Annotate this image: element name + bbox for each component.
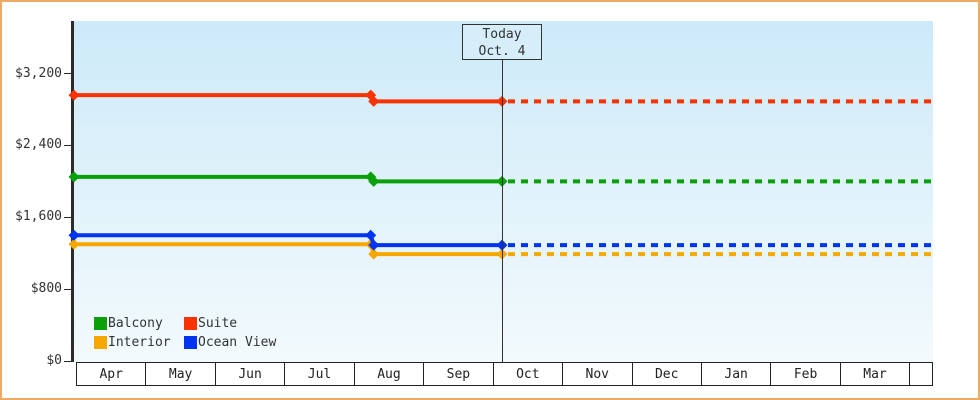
month-cell-filler [910, 363, 932, 385]
legend-label: Balcony [108, 315, 163, 331]
legend-label: Ocean View [198, 334, 277, 350]
data-point-marker [368, 248, 380, 260]
y-axis-tick [64, 288, 71, 290]
data-point-marker [365, 229, 377, 241]
month-cell-jun: Jun [215, 363, 286, 385]
data-point-marker [368, 175, 380, 187]
series-line [74, 174, 502, 184]
plot-area [74, 21, 933, 362]
month-cell-jan: Jan [701, 363, 772, 385]
month-cell-jul: Jul [285, 363, 355, 385]
legend-swatch-icon [94, 335, 107, 349]
series-line [74, 93, 502, 104]
legend-label: Interior [108, 334, 171, 350]
y-axis-tick [64, 73, 71, 74]
today-date: Oct. 4 [478, 44, 526, 59]
y-axis-label: $800 [30, 281, 62, 297]
y-axis-label: $2,400 [15, 137, 62, 153]
data-point-marker [68, 89, 80, 101]
month-cell-oct: Oct [493, 363, 564, 385]
y-axis-label: $3,200 [15, 65, 62, 81]
data-point-marker [68, 238, 80, 250]
y-axis-tick [64, 144, 71, 146]
legend-item-interior: Interior [94, 334, 171, 350]
series-line [74, 242, 502, 257]
data-point-marker [368, 95, 380, 107]
today-label: Today [482, 27, 522, 42]
month-cell-mar: Mar [840, 363, 911, 385]
series-line [74, 233, 502, 248]
month-cell-feb: Feb [771, 363, 841, 385]
y-axis-label: $1,600 [15, 209, 62, 225]
y-axis-line [71, 21, 74, 362]
legend-label: Suite [198, 315, 238, 331]
today-marker-box: Today Oct. 4 [462, 24, 542, 60]
month-cell-aug: Aug [354, 363, 425, 385]
legend-item-balcony: Balcony [94, 315, 163, 331]
y-axis-tick [64, 360, 71, 362]
month-cell-may: May [146, 363, 216, 385]
month-cell-apr: Apr [77, 363, 147, 385]
x-axis-month-row: Apr May Jun Jul Aug Sep Oct Nov Dec Jan Feb Mar [76, 362, 933, 386]
legend-item-ocean-view: Ocean View [184, 334, 277, 350]
month-cell-dec: Dec [632, 363, 702, 385]
legend-swatch-icon [184, 335, 197, 349]
month-cell-sep: Sep [424, 363, 494, 385]
y-axis-tick [64, 216, 71, 218]
y-axis-label: $0 [46, 353, 62, 368]
legend-swatch-icon [184, 316, 197, 330]
legend-swatch-icon [94, 316, 107, 330]
month-cell-nov: Nov [563, 363, 633, 385]
data-point-marker [368, 239, 380, 251]
legend-item-suite: Suite [184, 315, 238, 331]
data-point-marker [68, 229, 80, 241]
data-point-marker [68, 171, 80, 183]
